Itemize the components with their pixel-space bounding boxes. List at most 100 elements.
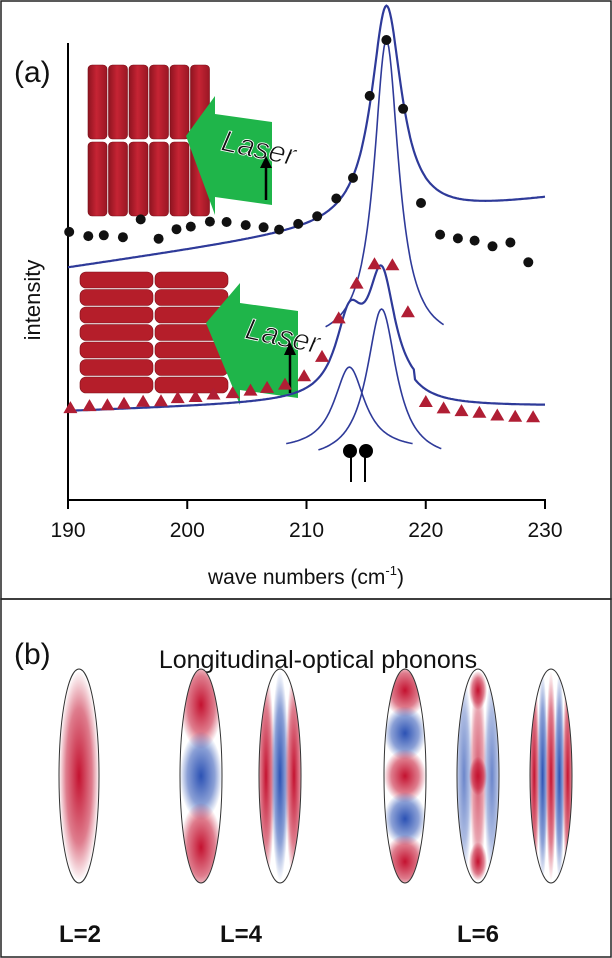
- data-point-circle: [83, 231, 94, 242]
- mode-lobe: [285, 672, 301, 880]
- phonon-mode-6: [530, 669, 572, 883]
- nanorod: [79, 324, 154, 341]
- nanorod: [169, 64, 190, 140]
- data-point-triangle: [136, 394, 151, 407]
- mode-lobe: [545, 672, 557, 880]
- data-point-circle: [523, 257, 534, 268]
- data-point-triangle: [367, 257, 382, 270]
- mode-outline: [456, 668, 500, 884]
- data-point-triangle: [63, 401, 78, 414]
- data-point-circle: [348, 172, 358, 183]
- data-point-circle: [452, 233, 463, 244]
- nanorod: [79, 359, 154, 376]
- data-point-circle: [258, 222, 269, 233]
- nanorod: [169, 141, 190, 217]
- laser-arrow-bottom: [206, 283, 298, 405]
- nanorod-inset-bottom: [79, 271, 229, 394]
- nanorod: [128, 141, 149, 217]
- data-point-triangle: [117, 396, 131, 409]
- data-point-circle: [398, 103, 409, 114]
- phonon-mode-5: [457, 669, 499, 883]
- fit-curves: [67, 4, 546, 451]
- data-point-triangle: [243, 383, 258, 396]
- data-point-triangle: [526, 410, 541, 423]
- data-point-circle: [185, 221, 196, 232]
- fit-lower-component-1: [286, 366, 413, 445]
- data-point-circle: [64, 226, 75, 237]
- nanorod: [79, 376, 154, 394]
- data-point-triangle: [154, 394, 168, 407]
- nanorod: [128, 64, 149, 140]
- mode-lobe: [469, 842, 487, 881]
- data-point-circle: [240, 220, 251, 231]
- data-point-triangle: [454, 404, 469, 417]
- x-ticks: 190 200 210 220 230: [50, 500, 563, 542]
- nanorod: [87, 141, 108, 217]
- phonon-mode-1: [59, 669, 99, 883]
- panel-b-frame: [0, 598, 612, 958]
- nanorod: [79, 289, 154, 306]
- fit-lower-component-2: [318, 308, 442, 451]
- data-point-circle: [331, 193, 342, 204]
- data-point-triangle: [315, 349, 329, 362]
- phonon-modes: [58, 668, 573, 884]
- mode-outline: [258, 668, 302, 884]
- mode-lobe: [537, 672, 548, 880]
- nanorod: [108, 64, 128, 140]
- data-point-triangle: [225, 386, 240, 399]
- data-point-triangle: [385, 258, 400, 271]
- nanorod: [79, 306, 154, 324]
- data-point-circle: [274, 224, 285, 235]
- mode-outline: [383, 668, 427, 884]
- data-point-circle: [293, 218, 304, 229]
- mode-lobe: [384, 749, 426, 803]
- mode-lobe: [469, 756, 487, 796]
- nanorod: [154, 376, 229, 394]
- data-point-circle: [435, 229, 446, 240]
- nanorod: [108, 141, 128, 217]
- nanorod: [149, 141, 169, 217]
- nanorod: [87, 64, 108, 140]
- mode-lobe: [469, 671, 487, 710]
- mode-outline: [58, 668, 100, 884]
- data-point-triangle: [297, 369, 312, 382]
- panel-b-title: Longitudinal-optical phonons: [159, 646, 477, 674]
- mode-lobe: [554, 672, 565, 880]
- mode-lobe: [180, 803, 222, 883]
- laser-arrow-top: [186, 96, 272, 215]
- data-point-circle: [381, 35, 392, 45]
- mode-group-label-2: L=4: [220, 921, 263, 948]
- mode-lobe: [384, 706, 426, 760]
- data-point-circle: [135, 214, 146, 225]
- phonon-mode-2: [180, 669, 222, 883]
- mode-lobe: [384, 835, 426, 883]
- data-point-circle: [171, 224, 182, 235]
- data-point-circle: [364, 90, 375, 101]
- phonon-mode-3: [259, 669, 301, 883]
- nanorod: [154, 271, 229, 289]
- data-point-triangle: [349, 276, 364, 289]
- polarization-arrowhead-top: [260, 156, 272, 168]
- mode-lobe: [59, 672, 99, 880]
- x-tick-label-230: 230: [527, 519, 562, 542]
- data-point-triangle: [331, 311, 346, 324]
- data-point-triangle: [436, 401, 451, 414]
- data-point-circle: [153, 233, 164, 244]
- mode-lobe: [384, 792, 426, 846]
- data-point-triangle: [82, 399, 97, 412]
- nanorod: [149, 64, 169, 140]
- y-axis-label: intensity: [20, 260, 45, 341]
- nanorod: [154, 359, 229, 376]
- x-axis-label: wave numbers (cm-1): [207, 563, 404, 589]
- data-point-triangle: [508, 409, 523, 422]
- data-point-triangle: [260, 380, 275, 393]
- x-tick-label-190: 190: [50, 519, 85, 542]
- data-markers: [63, 35, 541, 423]
- data-point-circle: [221, 217, 232, 227]
- x-tick-label-210: 210: [289, 519, 324, 542]
- nanorod: [154, 289, 229, 306]
- mode-outline: [529, 668, 573, 884]
- mode-outline: [179, 668, 223, 884]
- data-point-triangle: [170, 391, 185, 404]
